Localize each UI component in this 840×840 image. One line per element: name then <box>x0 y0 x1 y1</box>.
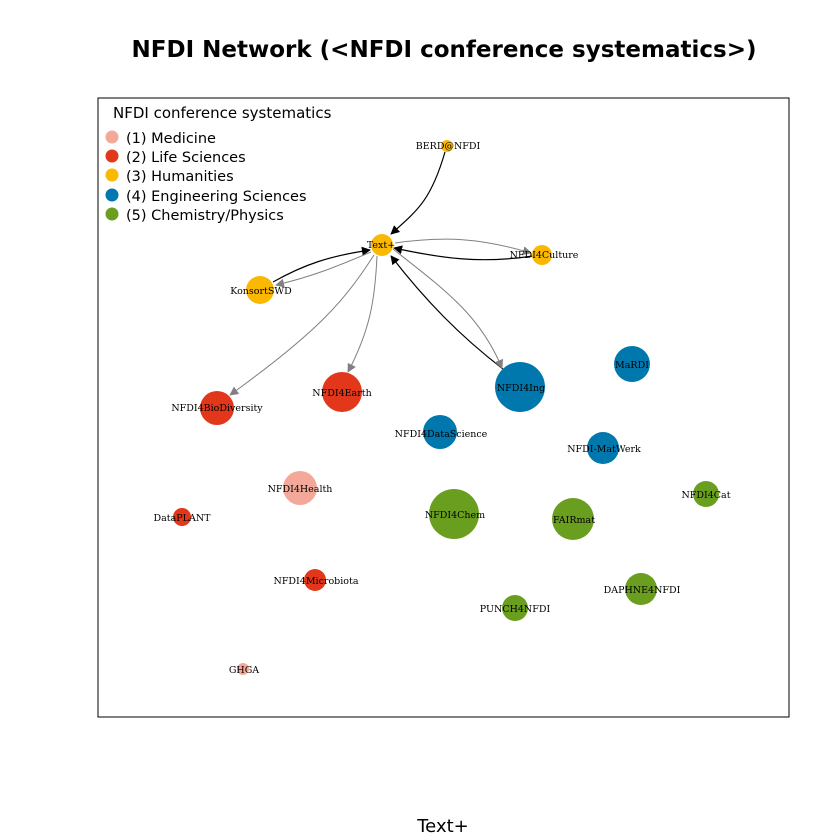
node-konsortswd <box>246 276 274 304</box>
legend-label-chemistry-physics: (5) Chemistry/Physics <box>126 208 284 224</box>
node-layer <box>173 140 719 675</box>
node-label-nfdi4cat: NFDI4Cat <box>681 490 730 501</box>
edge-konsortswd-to-text <box>272 246 371 283</box>
node-dataplant <box>173 508 191 526</box>
node-nfdi-matwerk <box>587 432 619 464</box>
legend-item: (3) Humanities <box>105 168 234 185</box>
node-label-nfdi4ing: NFDI4Ing <box>497 383 545 394</box>
edge-text-to-konsortswd <box>275 251 372 288</box>
legend-swatch-engineering-sciences <box>105 188 119 202</box>
node-label-nfdi-matwerk: NFDI-MatWerk <box>567 444 641 455</box>
node-nfdi4ing <box>495 362 545 412</box>
legend-swatch-humanities <box>105 168 119 182</box>
node-nfdi4microbiota <box>304 569 326 591</box>
edge-layer <box>229 151 534 396</box>
node-nfdi4cat <box>693 481 719 507</box>
legend-swatch-life-sciences <box>105 149 119 163</box>
node-text <box>371 234 393 256</box>
edge-nfdi4ing-to-text <box>390 255 504 370</box>
node-nfdi4chem <box>429 489 479 539</box>
legend-item: (1) Medicine <box>105 130 216 147</box>
node-label-nfdi4culture: NFDI4Culture <box>510 250 579 261</box>
node-label-nfdi4chem: NFDI4Chem <box>425 510 485 521</box>
edge-berd-nfdi-to-text <box>390 151 446 235</box>
edge-nfdi4culture-to-text <box>393 245 534 261</box>
edge-text-to-nfdi4biodiversity <box>229 254 375 396</box>
x-axis-label: Text+ <box>416 816 469 837</box>
node-label-berd-nfdi: BERD@NFDI <box>416 141 481 152</box>
node-label-dataplant: DataPLANT <box>154 513 212 524</box>
legend-label-life-sciences: (2) Life Sciences <box>126 150 246 166</box>
node-label-text: Text+ <box>367 240 395 251</box>
node-label-ghga: GHGA <box>229 665 259 676</box>
edge-text-to-nfdi4culture <box>394 238 532 256</box>
node-mardi <box>614 346 650 382</box>
legend-title: NFDI conference systematics <box>113 104 332 122</box>
figure-title: NFDI Network (<NFDI conference systemati… <box>132 37 757 63</box>
legend: NFDI conference systematics (1) Medicine… <box>105 104 332 224</box>
node-label-konsortswd: KonsortSWD <box>230 286 292 297</box>
node-berd-nfdi <box>441 140 453 152</box>
node-nfdi4culture <box>532 245 552 265</box>
node-label-nfdi4health: NFDI4Health <box>268 484 333 495</box>
node-label-punch4nfdi: PUNCH4NFDI <box>480 604 551 615</box>
legend-item: (5) Chemistry/Physics <box>105 207 284 224</box>
edge-text-to-nfdi4ing <box>392 248 504 369</box>
legend-swatch-chemistry-physics <box>105 207 119 221</box>
legend-item: (4) Engineering Sciences <box>105 188 307 205</box>
legend-item: (2) Life Sciences <box>105 149 246 166</box>
node-label-daphne4nfdi: DAPHNE4NFDI <box>604 585 681 596</box>
node-label-nfdi4datascience: NFDI4DataScience <box>395 429 488 440</box>
node-label-nfdi4earth: NFDI4Earth <box>312 388 371 399</box>
legend-label-humanities: (3) Humanities <box>126 169 234 185</box>
node-daphne4nfdi <box>625 573 657 605</box>
node-label-nfdi4biodiversity: NFDI4BioDiversity <box>171 403 263 414</box>
node-nfdi4datascience <box>423 415 457 449</box>
node-fairmat <box>552 498 594 540</box>
legend-label-medicine: (1) Medicine <box>126 131 216 147</box>
node-punch4nfdi <box>502 595 528 621</box>
node-label-mardi: MaRDI <box>615 360 649 371</box>
edge-text-to-nfdi4earth <box>347 255 378 373</box>
node-label-layer: BERD@NFDI Text+ NFDI4Culture KonsortSWD MaRD… <box>154 141 731 676</box>
node-nfdi4health <box>283 471 317 505</box>
node-nfdi4biodiversity <box>200 391 234 425</box>
plot-frame <box>97 97 790 718</box>
node-label-fairmat: FAIRmat <box>553 515 595 526</box>
node-nfdi4earth <box>322 372 362 412</box>
node-label-nfdi4microbiota: NFDI4Microbiota <box>274 576 359 587</box>
node-ghga <box>237 663 249 675</box>
legend-label-engineering-sciences: (4) Engineering Sciences <box>126 189 307 205</box>
legend-swatch-medicine <box>105 130 119 144</box>
